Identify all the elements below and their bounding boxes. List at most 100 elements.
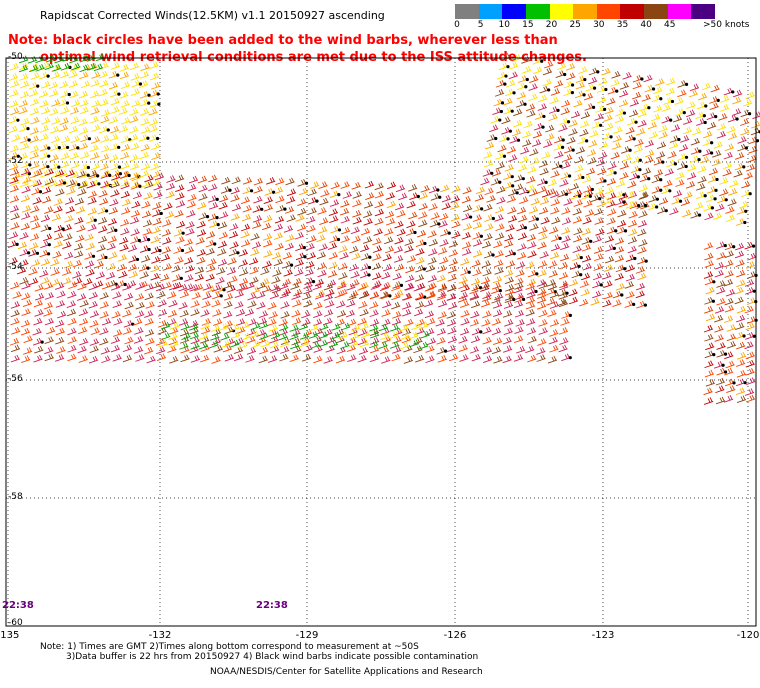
contamination-marker (731, 90, 735, 94)
wind-barb (131, 173, 141, 182)
wind-barb (370, 318, 380, 327)
wind-barb (9, 162, 19, 171)
contamination-marker (137, 238, 142, 243)
wind-barb (482, 268, 492, 277)
wind-barb (275, 177, 285, 186)
wind-barb (418, 211, 428, 219)
wind-barb (51, 213, 62, 222)
wind-barb (291, 337, 301, 346)
wind-barb (391, 292, 401, 301)
wind-barb (78, 326, 88, 335)
wind-barb (200, 321, 210, 330)
contamination-marker (591, 105, 596, 109)
wind-barb (492, 275, 503, 284)
wind-barb (222, 344, 232, 353)
legend-tick-label: 45 (663, 20, 676, 30)
wind-barb (447, 274, 457, 282)
wind-barb (129, 108, 139, 116)
wind-barb (495, 232, 505, 241)
wind-barb (511, 128, 522, 137)
wind-barb (69, 152, 79, 160)
contamination-marker (589, 239, 593, 243)
contamination-marker (561, 138, 565, 142)
wind-barb (737, 136, 747, 144)
wind-barb (194, 273, 204, 282)
legend-swatch (549, 4, 574, 19)
wind-barb (110, 125, 120, 134)
wind-barb (208, 183, 218, 192)
wind-barb (298, 322, 309, 331)
wind-barb (425, 328, 435, 336)
wind-barb (33, 169, 43, 177)
wind-barb (145, 301, 155, 309)
wind-barb (90, 327, 100, 336)
wind-barb (425, 355, 435, 364)
wind-barb (9, 231, 19, 239)
wind-barb (641, 167, 652, 176)
wind-barb (610, 151, 620, 160)
legend-swatch (620, 4, 645, 19)
wind-barb (514, 282, 524, 290)
wind-barb (350, 226, 360, 235)
wind-barb (340, 199, 350, 208)
wind-barb (436, 264, 447, 273)
wind-barb (735, 314, 746, 323)
wind-barb (703, 324, 714, 333)
wind-barb (384, 245, 395, 254)
wind-barb (299, 332, 310, 340)
contamination-marker (603, 107, 607, 111)
wind-barb (369, 345, 380, 354)
wind-barb (359, 322, 369, 331)
wind-barb (438, 247, 448, 255)
contamination-marker (544, 180, 548, 184)
wind-barb (284, 206, 295, 214)
wind-barb (80, 151, 90, 159)
wind-barb (122, 354, 133, 363)
wind-barb (112, 329, 123, 337)
wind-barb (526, 278, 536, 287)
wind-barb (250, 340, 261, 349)
wind-barb (21, 308, 31, 316)
wind-barb (711, 158, 721, 167)
contamination-marker (479, 234, 483, 238)
wind-barb (448, 258, 458, 267)
wind-barb (427, 282, 437, 290)
wind-barb (263, 203, 273, 212)
contamination-marker (479, 330, 483, 334)
wind-barb (89, 310, 99, 318)
contamination-marker (714, 188, 718, 192)
contamination-marker (57, 146, 61, 150)
wind-barb (196, 256, 206, 265)
wind-barb (253, 195, 263, 204)
lon-label-135: -135 (0, 630, 20, 641)
wind-barb (9, 89, 19, 97)
wind-barb (418, 219, 428, 228)
wind-barb (450, 202, 460, 210)
contamination-marker (491, 216, 495, 221)
wind-barb (62, 277, 72, 285)
wind-barb (29, 277, 39, 286)
wind-barb (99, 162, 109, 171)
wind-barb (80, 80, 91, 89)
wind-barb (274, 215, 285, 224)
wind-barb (221, 176, 231, 185)
wind-barb (197, 201, 207, 210)
wind-barb (565, 62, 576, 71)
wind-barb (409, 331, 419, 340)
wind-barb (90, 152, 100, 160)
wind-barb (348, 339, 359, 348)
wind-barb (372, 245, 383, 253)
wind-barb (69, 170, 79, 179)
wind-barb (239, 277, 249, 286)
wind-barb (111, 172, 121, 181)
wind-barb (390, 341, 400, 349)
wind-barb (697, 165, 707, 173)
wind-barb (619, 162, 629, 170)
wind-barb (725, 206, 735, 214)
contamination-marker (570, 83, 575, 87)
wind-barb (247, 300, 257, 309)
wind-barb (303, 299, 313, 308)
wind-barb (408, 211, 418, 220)
wind-barb (526, 233, 536, 242)
contamination-marker (156, 92, 160, 96)
